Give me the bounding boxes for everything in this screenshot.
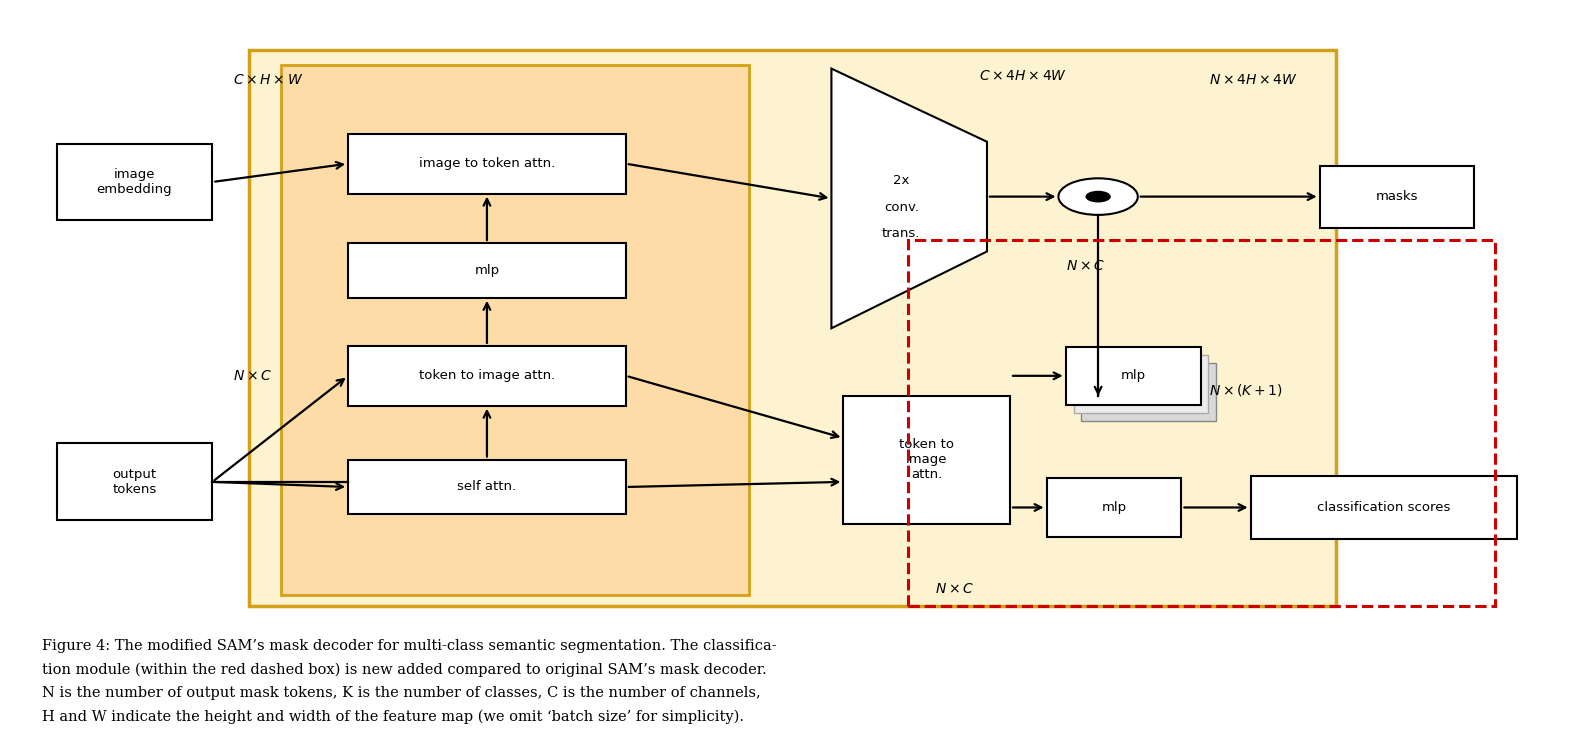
FancyBboxPatch shape: [249, 50, 1337, 607]
Text: tion module (within the red dashed box) is new added compared to original SAM’s : tion module (within the red dashed box) …: [43, 663, 768, 677]
Text: trans.: trans.: [883, 227, 921, 240]
Text: 2x: 2x: [894, 174, 910, 186]
FancyBboxPatch shape: [1082, 363, 1217, 421]
FancyBboxPatch shape: [280, 65, 749, 595]
Text: $C \times H \times W$: $C \times H \times W$: [233, 72, 303, 86]
FancyBboxPatch shape: [1251, 476, 1517, 539]
FancyBboxPatch shape: [1074, 354, 1209, 413]
Text: $N \times C$: $N \times C$: [233, 368, 272, 383]
Text: conv.: conv.: [884, 200, 919, 214]
FancyBboxPatch shape: [843, 396, 1010, 524]
Text: Figure 4: The modified SAM’s mask decoder for multi-class semantic segmentation.: Figure 4: The modified SAM’s mask decode…: [43, 639, 777, 653]
Text: token to
image
attn.: token to image attn.: [898, 439, 954, 481]
Text: mlp: mlp: [1120, 369, 1145, 383]
Circle shape: [1058, 178, 1137, 215]
FancyBboxPatch shape: [57, 144, 212, 220]
Text: $N \times C$: $N \times C$: [1066, 259, 1106, 273]
Text: image
embedding: image embedding: [97, 168, 172, 196]
Text: N is the number of output mask tokens, K is the number of classes, C is the numb: N is the number of output mask tokens, K…: [43, 686, 761, 700]
FancyBboxPatch shape: [1066, 346, 1201, 405]
Circle shape: [1085, 191, 1110, 203]
Text: $C \times 4H \times 4W$: $C \times 4H \times 4W$: [980, 69, 1067, 83]
Text: output
tokens: output tokens: [113, 468, 156, 496]
Text: $N \times C$: $N \times C$: [935, 582, 973, 596]
FancyBboxPatch shape: [347, 460, 626, 514]
Text: self attn.: self attn.: [457, 481, 516, 494]
FancyBboxPatch shape: [57, 444, 212, 520]
FancyBboxPatch shape: [347, 346, 626, 406]
Text: token to image attn.: token to image attn.: [419, 369, 554, 383]
Text: classification scores: classification scores: [1317, 501, 1451, 514]
Text: mlp: mlp: [1101, 501, 1126, 514]
FancyBboxPatch shape: [1047, 478, 1182, 537]
FancyBboxPatch shape: [1319, 166, 1474, 228]
Text: H and W indicate the height and width of the feature map (we omit ‘batch size’ f: H and W indicate the height and width of…: [43, 709, 744, 724]
Text: $N \times 4H \times 4W$: $N \times 4H \times 4W$: [1209, 72, 1298, 86]
Text: mlp: mlp: [475, 264, 500, 277]
Text: masks: masks: [1375, 190, 1418, 203]
Text: $N \times (K+1)$: $N \times (K+1)$: [1209, 383, 1284, 399]
Polygon shape: [832, 69, 988, 328]
FancyBboxPatch shape: [347, 133, 626, 194]
FancyBboxPatch shape: [347, 243, 626, 298]
Text: image to token attn.: image to token attn.: [419, 157, 554, 170]
